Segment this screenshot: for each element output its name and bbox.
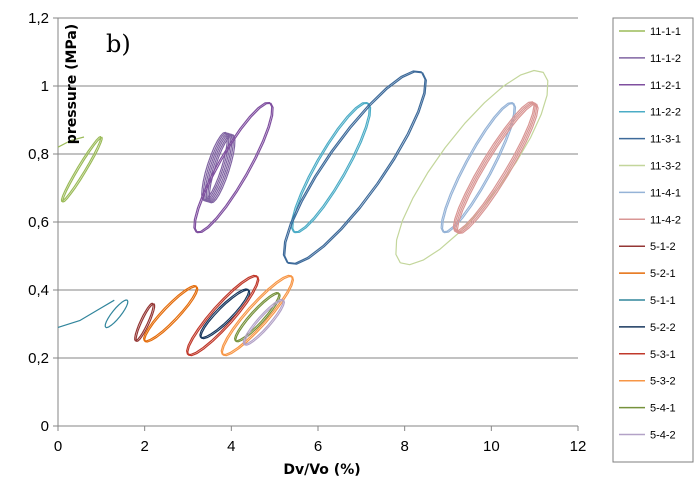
series-line-5-1-1: [57, 299, 129, 329]
legend-label-11-4-2: 11-4-2: [650, 214, 681, 226]
series-line-5-3-1: [186, 274, 260, 357]
series-line-11-4-1: [440, 102, 517, 234]
series-line-11-4-2: [452, 101, 539, 234]
panel-label: b): [106, 30, 131, 58]
gridlines: [58, 17, 578, 359]
legend-label-11-3-1: 11-3-1: [650, 134, 681, 146]
y-tick-label: 1,2: [28, 10, 49, 27]
legend-label-5-3-2: 5-3-2: [650, 376, 676, 388]
y-axis-title: pressure (MPa): [64, 24, 80, 144]
legend-label-11-2-2: 11-2-2: [650, 107, 681, 119]
series-line-5-1-2: [134, 302, 156, 342]
y-tick-label: 0: [41, 418, 49, 435]
x-tick-label: 0: [54, 438, 62, 455]
series-line-11-1-1: [57, 136, 103, 203]
series-line-11-3-1: [282, 70, 427, 265]
x-tick-label: 6: [314, 438, 322, 455]
legend-label-11-1-1: 11-1-1: [650, 26, 681, 38]
y-tick-label: 0,4: [28, 282, 49, 299]
legend-label-11-2-1: 11-2-1: [650, 80, 681, 92]
legend-box: [612, 17, 694, 463]
series-line-11-1-2: [201, 131, 236, 204]
y-tick-label: 1: [41, 78, 49, 95]
series-line-11-2-1: [193, 102, 274, 234]
y-tick-label: 0,2: [28, 350, 49, 367]
x-tick-label: 2: [140, 438, 148, 455]
series-line-5-2-1: [143, 285, 199, 343]
x-axis-title: Dv/Vo (%): [283, 462, 360, 477]
series-line-5-2-2: [199, 288, 251, 340]
y-tick-label: 0,8: [28, 146, 49, 163]
x-tick-label: 12: [570, 438, 587, 455]
legend-label-5-4-2: 5-4-2: [650, 430, 676, 442]
legend-label-11-3-2: 11-3-2: [650, 161, 681, 173]
legend-label-5-1-1: 5-1-1: [650, 295, 676, 307]
series-line-5-4-1: [234, 292, 281, 343]
legend-label-5-2-1: 5-2-1: [650, 268, 676, 280]
series-layer: [57, 69, 549, 357]
series-line-11-2-2: [290, 102, 372, 234]
legend: 11-1-1 11-1-2 11-2-1 11-2-2 11-3-1 11-3-2 11-4…: [612, 17, 694, 463]
axes: 0 0,2 0,4 0,6 0,8 1 1,2 0 2 4 6 8 10 12: [28, 10, 586, 455]
y-tick-label: 0,6: [28, 214, 49, 231]
legend-label-5-2-2: 5-2-2: [650, 322, 676, 334]
series-line-5-4-2: [242, 298, 285, 346]
legend-label-11-4-1: 11-4-1: [650, 187, 681, 199]
x-tick-label: 10: [483, 438, 500, 455]
x-tick-label: 4: [227, 438, 235, 455]
legend-label-5-1-2: 5-1-2: [650, 241, 676, 253]
x-tick-label: 8: [400, 438, 408, 455]
legend-label-11-1-2: 11-1-2: [650, 53, 681, 65]
legend-label-5-4-1: 5-4-1: [650, 403, 676, 415]
legend-label-5-3-1: 5-3-1: [650, 349, 676, 361]
